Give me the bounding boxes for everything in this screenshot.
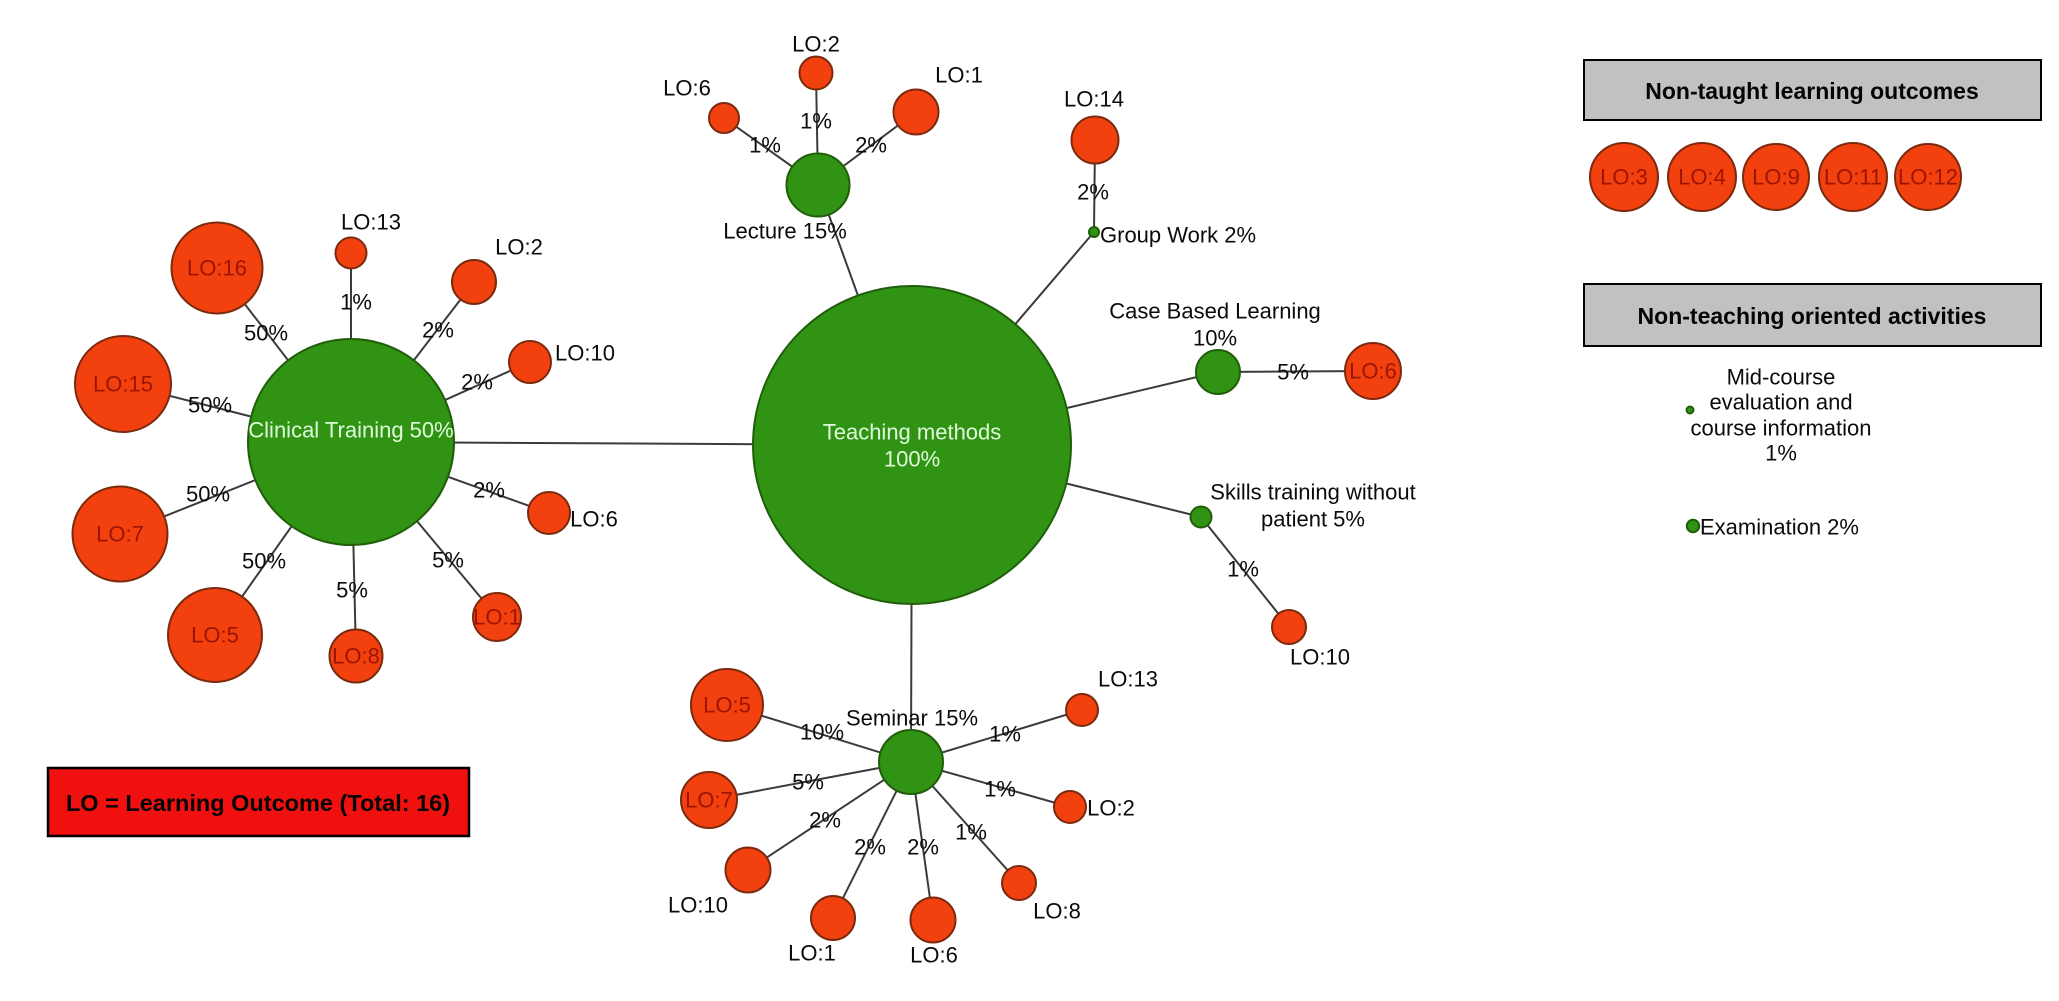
svg-text:10%: 10% [1193,326,1237,351]
svg-text:course information: course information [1691,416,1872,441]
svg-text:Teaching methods: Teaching methods [823,420,1002,445]
svg-text:LO:2: LO:2 [1087,796,1135,821]
svg-text:10%: 10% [800,720,844,745]
svg-text:LO = Learning Outcome (Total:: LO = Learning Outcome (Total: 16) [66,790,450,816]
svg-text:LO:16: LO:16 [187,256,247,281]
svg-text:1%: 1% [340,290,372,315]
svg-text:LO:14: LO:14 [1064,87,1124,112]
svg-text:LO:10: LO:10 [1290,645,1350,670]
svg-text:LO:6: LO:6 [910,943,958,968]
svg-text:LO:1: LO:1 [788,941,836,966]
svg-text:LO:9: LO:9 [1752,165,1800,190]
svg-text:LO:6: LO:6 [570,507,618,532]
svg-text:LO:11: LO:11 [1824,165,1882,190]
svg-text:2%: 2% [809,808,841,833]
svg-text:2%: 2% [855,133,887,158]
svg-text:2%: 2% [422,318,454,343]
svg-text:Group Work 2%: Group Work 2% [1100,223,1256,248]
svg-text:2%: 2% [907,835,939,860]
svg-text:1%: 1% [800,109,832,134]
svg-text:LO:12: LO:12 [1898,165,1958,190]
svg-text:50%: 50% [242,549,286,574]
svg-text:50%: 50% [244,321,288,346]
svg-text:Non-taught learning outcomes: Non-taught learning outcomes [1645,78,1979,104]
svg-text:LO:1: LO:1 [473,605,521,630]
svg-text:LO:13: LO:13 [341,210,401,235]
svg-text:LO:7: LO:7 [96,522,144,547]
svg-text:2%: 2% [461,370,493,395]
svg-text:5%: 5% [336,578,368,603]
svg-text:5%: 5% [1277,360,1309,385]
svg-text:LO:6: LO:6 [1349,359,1397,384]
svg-text:50%: 50% [188,393,232,418]
svg-text:LO:10: LO:10 [668,893,728,918]
svg-text:LO:3: LO:3 [1600,165,1648,190]
svg-text:1%: 1% [749,133,781,158]
svg-text:LO:13: LO:13 [1098,667,1158,692]
svg-text:2%: 2% [854,835,886,860]
svg-text:Lecture 15%: Lecture 15% [723,219,847,244]
svg-text:1%: 1% [955,820,987,845]
svg-text:1%: 1% [984,777,1016,802]
svg-text:LO:7: LO:7 [685,788,733,813]
svg-text:Case Based Learning: Case Based Learning [1109,299,1321,324]
svg-text:2%: 2% [473,478,505,503]
svg-text:evaluation and: evaluation and [1709,390,1852,415]
svg-text:Skills training without: Skills training without [1210,480,1415,505]
svg-text:5%: 5% [432,548,464,573]
svg-text:Seminar 15%: Seminar 15% [846,706,978,731]
svg-text:Non-teaching oriented activiti: Non-teaching oriented activities [1638,303,1987,329]
svg-text:1%: 1% [1765,441,1797,466]
svg-text:Clinical Training 50%: Clinical Training 50% [248,418,453,443]
svg-text:Mid-course: Mid-course [1727,365,1836,390]
svg-text:1%: 1% [989,722,1021,747]
svg-text:Examination 2%: Examination 2% [1700,515,1859,540]
svg-text:100%: 100% [884,447,940,472]
svg-text:LO:2: LO:2 [495,235,543,260]
svg-text:LO:10: LO:10 [555,341,615,366]
svg-text:LO:5: LO:5 [703,693,751,718]
svg-text:patient 5%: patient 5% [1261,507,1365,532]
svg-text:LO:2: LO:2 [792,32,840,57]
svg-text:LO:6: LO:6 [663,76,711,101]
svg-text:2%: 2% [1077,180,1109,205]
svg-text:1%: 1% [1227,557,1259,582]
svg-text:LO:15: LO:15 [93,372,153,397]
svg-text:LO:1: LO:1 [935,63,983,88]
svg-text:LO:8: LO:8 [1033,899,1081,924]
svg-text:LO:4: LO:4 [1678,165,1726,190]
svg-text:50%: 50% [186,482,230,507]
svg-text:LO:8: LO:8 [332,644,380,669]
svg-text:LO:5: LO:5 [191,623,239,648]
svg-text:5%: 5% [792,770,824,795]
